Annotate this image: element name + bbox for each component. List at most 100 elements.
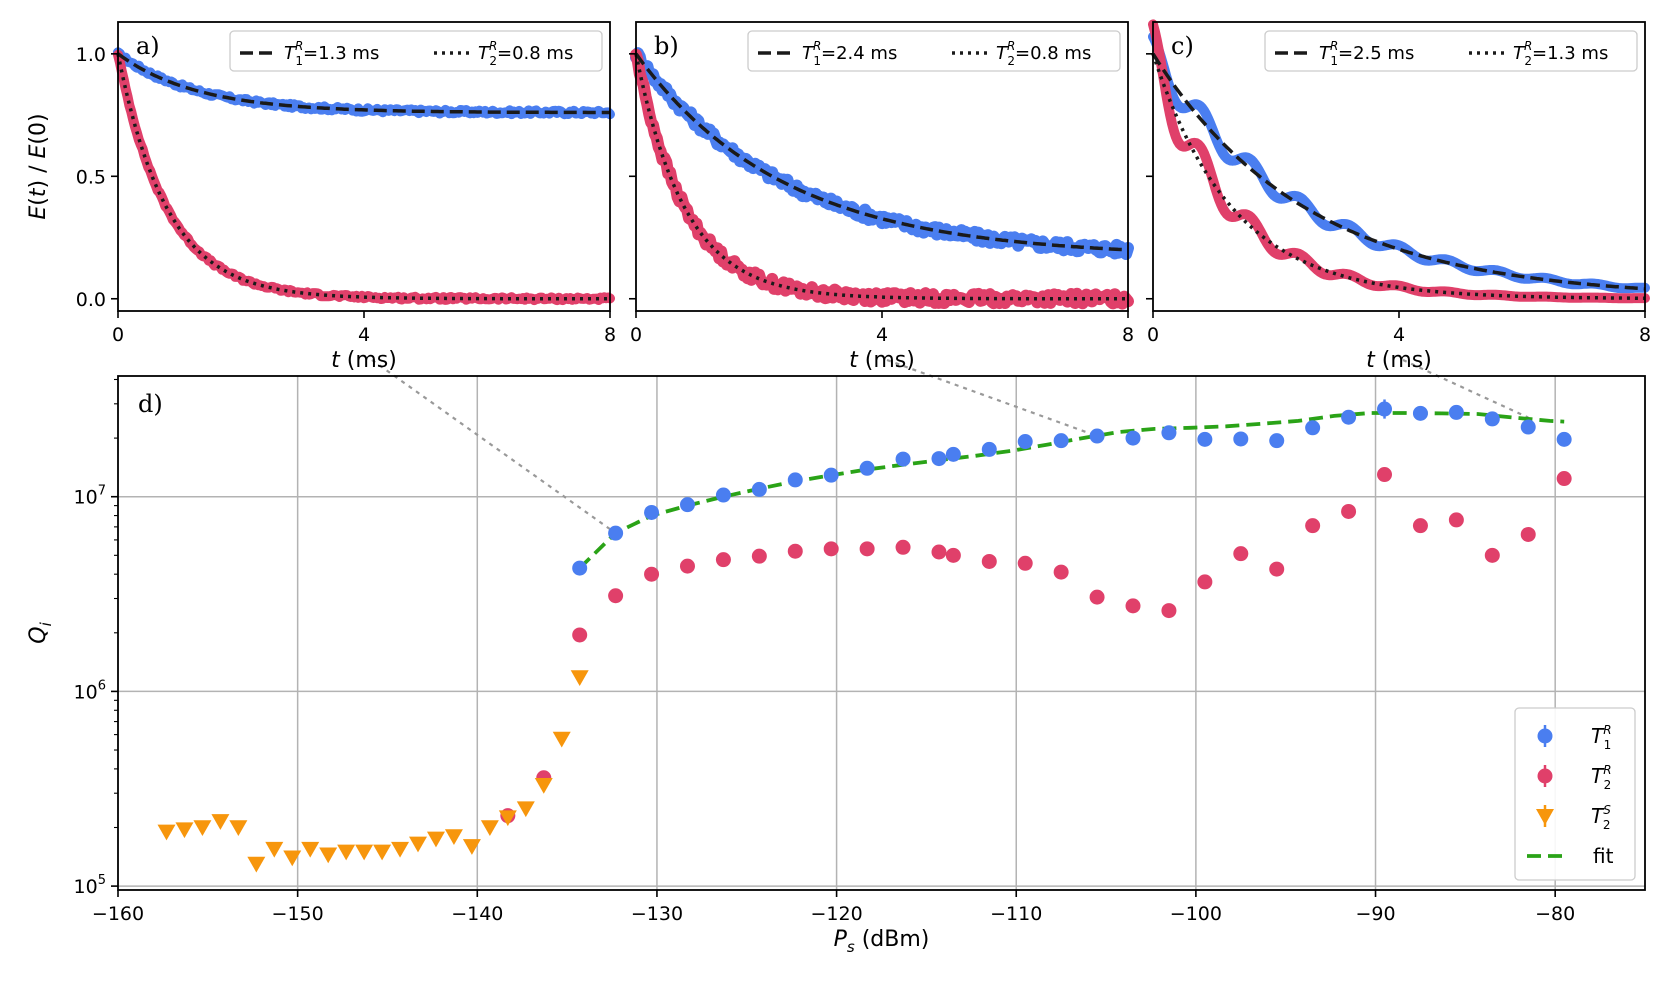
panel-c-legend-entry: TR 1=2.5 ms xyxy=(1319,39,1414,68)
panel-d-legend-label: TR 2 xyxy=(1591,763,1612,792)
point-T2R xyxy=(1556,471,1572,487)
panel-b-legend-box xyxy=(747,30,1121,72)
panel-d-legend-marker xyxy=(1536,809,1554,825)
point-T2R xyxy=(679,558,695,574)
point-T2S xyxy=(157,824,176,841)
point-T2R xyxy=(1017,555,1033,571)
ytick-exp: 5 xyxy=(98,873,106,888)
point-T2R xyxy=(945,547,961,563)
point-T2R xyxy=(1197,574,1213,590)
panel-d-legend-label-symbol: T xyxy=(1591,804,1605,828)
panel-d-legend-label: TS 2 xyxy=(1591,803,1611,832)
ytick-base: 10 xyxy=(74,681,98,703)
point-T2R xyxy=(751,548,767,564)
point-T1R xyxy=(859,460,875,476)
panel-d-legend-label-sub: 1 xyxy=(1604,738,1612,752)
point-T1R xyxy=(1448,404,1464,420)
point-T1R xyxy=(1412,405,1428,421)
ytick-exp: 7 xyxy=(98,484,106,499)
point-T2R xyxy=(608,588,624,604)
panel-a-xlabel: t (ms) xyxy=(331,348,397,373)
panel-c-legend-entry-sub: 1 xyxy=(1330,54,1338,68)
point-T2R xyxy=(572,627,588,643)
panel-c-fit-t2 xyxy=(1151,53,1645,300)
panel-b-fit-t2 xyxy=(634,53,1128,301)
ylabel-t: t xyxy=(26,187,51,197)
point-T2S xyxy=(247,856,266,873)
panel-d-legend-label-sup: R xyxy=(1603,723,1611,737)
point-T2S xyxy=(355,844,374,861)
panel-b-data-t1 xyxy=(630,47,1134,260)
panel-c-xtick-label: 4 xyxy=(1393,324,1405,346)
panel-c-data-t1 xyxy=(1148,31,1650,294)
panel-d-xtick-label: −90 xyxy=(1355,903,1395,925)
panel-b-xlabel-var: t xyxy=(849,348,859,373)
point-T2R xyxy=(859,541,875,557)
panel-c-legend-entry-sup: R xyxy=(1524,39,1532,53)
panel-d-ylabel: Qi xyxy=(26,621,55,643)
point-T2R xyxy=(1341,503,1357,519)
axes-layer xyxy=(111,21,1646,897)
panel-c-legend-entry-value: =1.3 ms xyxy=(1532,43,1608,64)
panel-c-legend-entry-value: =2.5 ms xyxy=(1338,43,1414,64)
panel-a-legend-entry-sub: 1 xyxy=(295,54,303,68)
point-T1R xyxy=(931,451,947,467)
panel-c-xlabel-var: t xyxy=(1366,348,1376,373)
panel-b-data-t2 xyxy=(630,48,1134,310)
panel-c-xtick-label: 8 xyxy=(1639,324,1651,346)
point-T1R xyxy=(679,497,695,513)
panel-b-legend-entry: TR 1=2.4 ms xyxy=(802,39,897,68)
point-T2R xyxy=(1089,589,1105,605)
text-layer: 0 4 80.00.51.0t (ms)E(t) / E(0)a)0 4 8t (ms)… xyxy=(26,32,1651,956)
point-T1R xyxy=(1556,431,1572,447)
ylabel-sub: i xyxy=(37,621,55,626)
panel-a-legend-entry: TR 1=1.3 ms xyxy=(284,39,379,68)
point-T1R xyxy=(1089,428,1105,444)
panel-b-xlabel-unit: (ms) xyxy=(858,348,915,373)
point-T1R xyxy=(787,472,803,488)
point-T1R xyxy=(644,504,660,520)
point-T2S xyxy=(391,841,410,858)
panel-b-legend-entry-sup: R xyxy=(813,39,821,53)
panel-a-legend-entry-sup: R xyxy=(295,39,303,53)
panel-b-xtick-label: 0 xyxy=(630,324,642,346)
panel-a-ytick-label: 0.5 xyxy=(76,166,106,188)
point-T2S xyxy=(480,820,499,837)
point-T2S xyxy=(193,820,212,837)
panel-d-legend-label-sub: 2 xyxy=(1604,778,1612,792)
panel-d-frame xyxy=(117,375,1646,891)
panel-d-xtick-label: −160 xyxy=(92,903,144,925)
point-T1R xyxy=(1197,431,1213,447)
point-T1R xyxy=(1233,431,1249,447)
panel-a-legend-entry-value: =1.3 ms xyxy=(303,43,379,64)
point-T2S xyxy=(319,847,338,864)
point-T1R xyxy=(1017,434,1033,450)
point-T2R xyxy=(1377,467,1393,483)
panel-c-legend-entry-sup: R xyxy=(1330,39,1338,53)
panel-b-legend-entry-value: =2.4 ms xyxy=(821,43,897,64)
point-T2S xyxy=(570,670,589,686)
panel-a-legend-entry: TR 2=0.8 ms xyxy=(478,39,573,68)
panel-c-xtick-label: 0 xyxy=(1147,324,1159,346)
point-T1R xyxy=(981,441,997,457)
panel-d-xtick-label: −130 xyxy=(631,903,683,925)
panel-b-legend-entry-sup: R xyxy=(1007,39,1015,53)
point-T2R xyxy=(981,553,997,569)
panel-c-legend-box xyxy=(1264,30,1638,72)
point-T1R xyxy=(1125,430,1141,446)
ytick-exp: 6 xyxy=(98,678,106,693)
panel-a-legend-entry-sup: R xyxy=(489,39,497,53)
panel-d-legend-label: fit xyxy=(1593,844,1614,868)
panel-a-fit-t1 xyxy=(116,52,610,115)
panel-a-xtick-label: 0 xyxy=(112,324,124,346)
xlabel-sub: s xyxy=(847,938,855,956)
panel-c-xlabel-unit: (ms) xyxy=(1375,348,1432,373)
ylabel-e2: E xyxy=(26,144,51,158)
point-T1R xyxy=(1484,411,1500,427)
ylabel-slash: ) / xyxy=(26,158,51,188)
panel-b-xtick-label: 4 xyxy=(876,324,888,346)
panel-c-fit-t1 xyxy=(1151,52,1646,291)
panel-d-xtick-label: −120 xyxy=(810,903,862,925)
point-T1R xyxy=(945,446,961,462)
ytick-base: 10 xyxy=(74,876,98,898)
